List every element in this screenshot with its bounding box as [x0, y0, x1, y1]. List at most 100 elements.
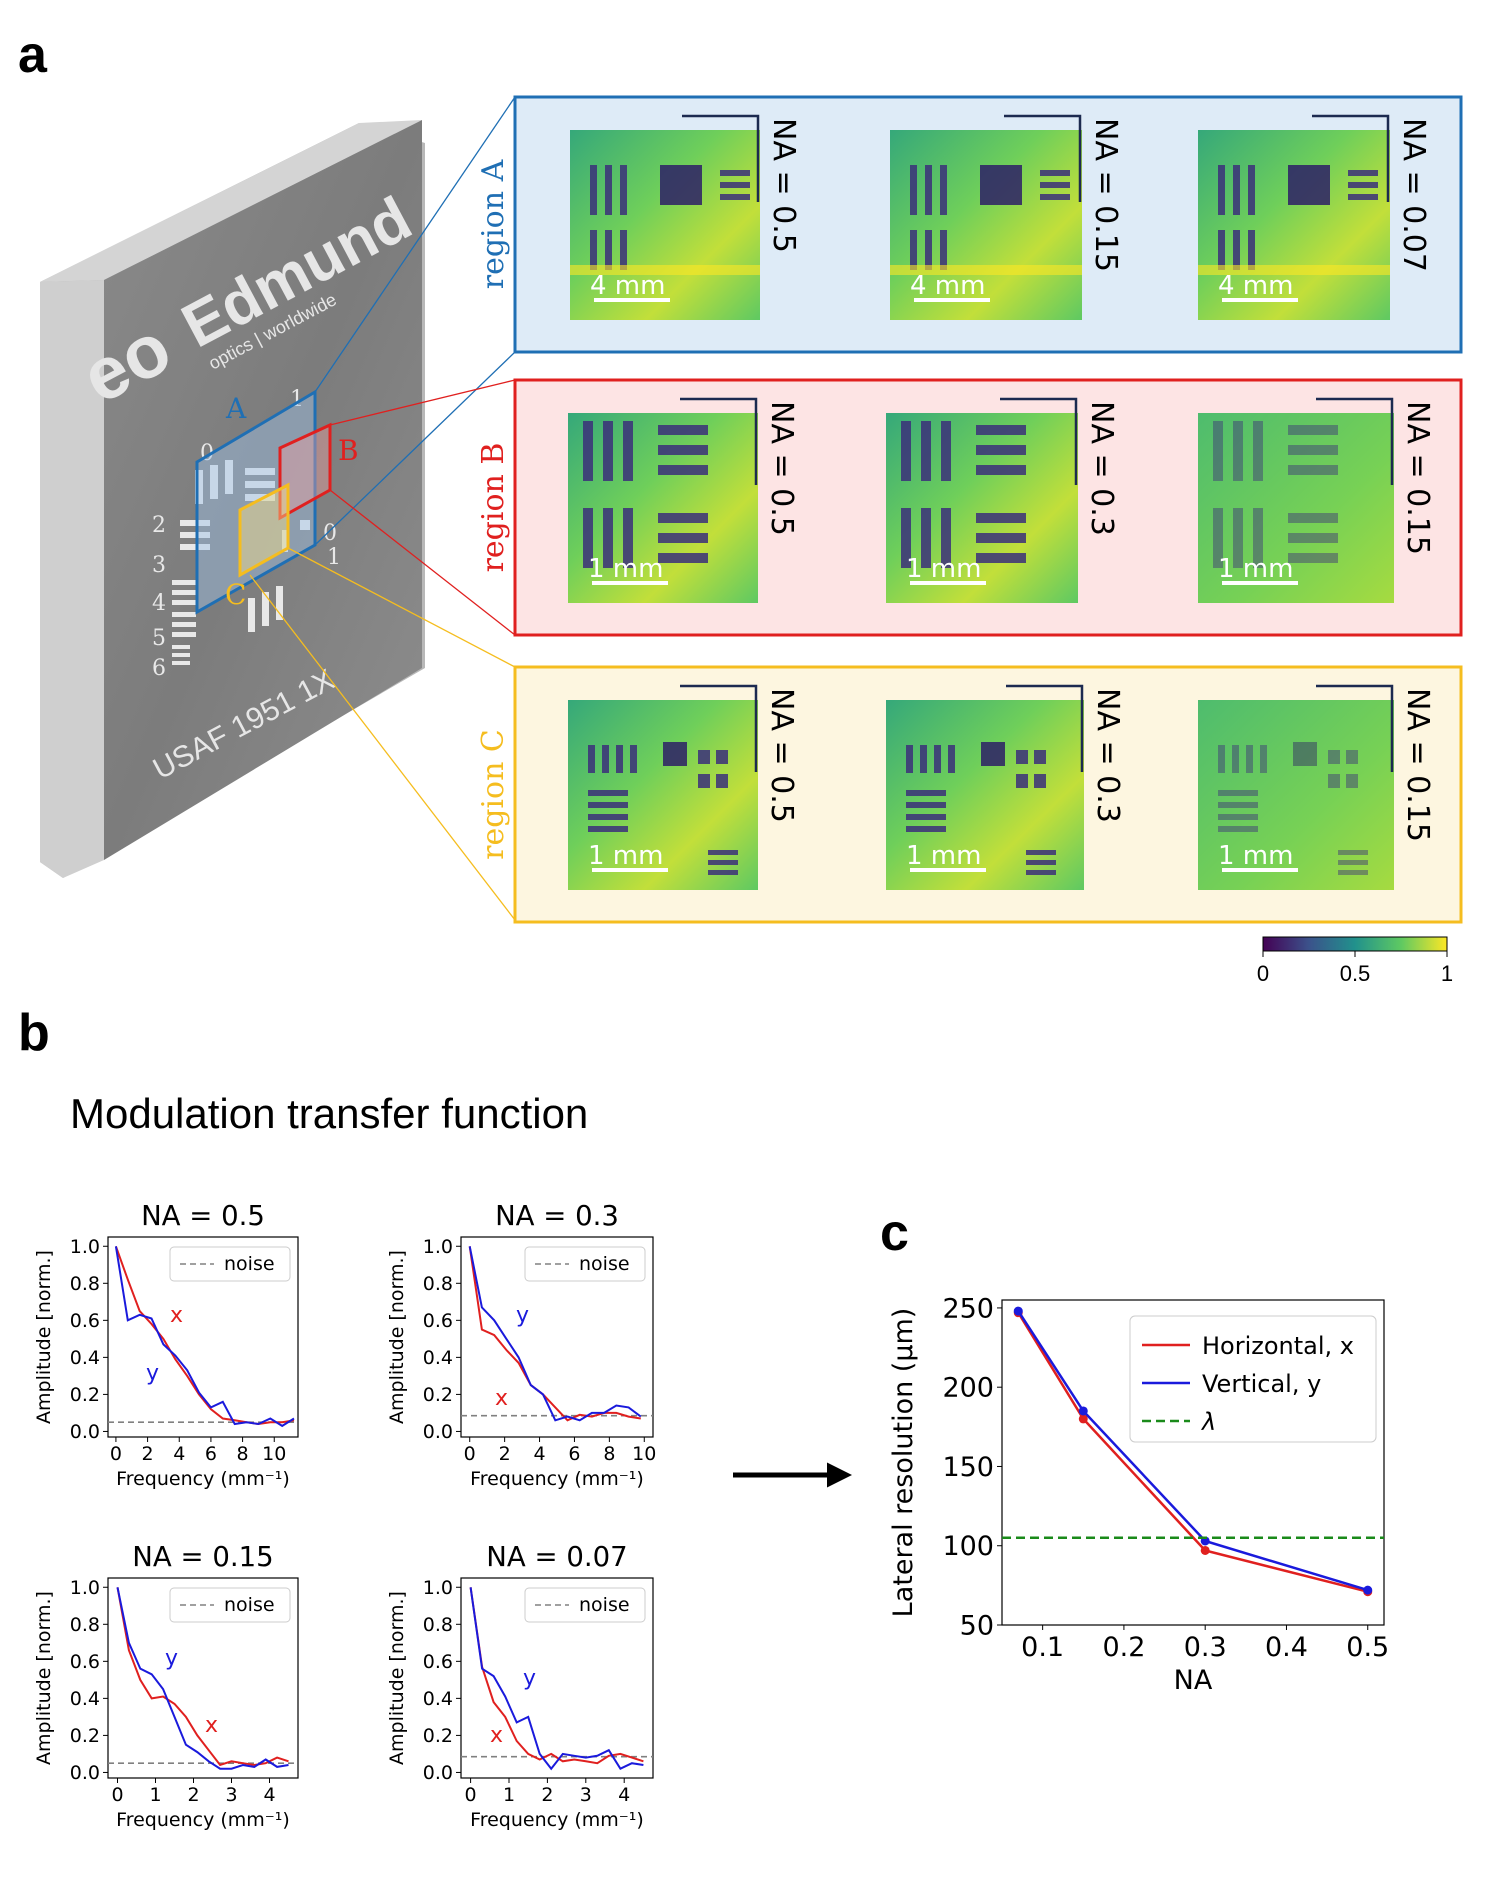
x-tick-label: 2 [541, 1784, 553, 1806]
series-line-x [469, 1587, 644, 1765]
target-group-numbers: 0 1 2 3 4 5 6 0 1 [152, 387, 341, 681]
x-tick-label: 4 [533, 1443, 545, 1465]
target-top-edge [40, 120, 422, 282]
tile-image [1198, 130, 1390, 320]
y-tick-label: 0.8 [423, 1614, 453, 1636]
tile-bars [890, 165, 1082, 275]
panel-label-c: c [880, 1204, 909, 1262]
series-annotation: y [146, 1361, 159, 1386]
na-label: NA = 0.5 [764, 401, 799, 536]
y-tick-label: 0.6 [423, 1651, 453, 1673]
y-tick-label: 0.2 [423, 1725, 453, 1747]
y-tick-label: 1.0 [423, 1577, 453, 1599]
data-point [1078, 1406, 1088, 1416]
image-tile: NA = 0.15 1 mm [1198, 684, 1435, 890]
svg-text:5: 5 [152, 626, 166, 651]
legend: noise [524, 1587, 646, 1623]
x-tick-label: 2 [142, 1443, 154, 1465]
image-tile: NA = 0.3 1 mm [886, 684, 1125, 890]
y-tick-label: 0.4 [423, 1688, 453, 1710]
tile-bars [1218, 742, 1368, 875]
series-annotation: x [490, 1723, 503, 1748]
image-tile: NA = 0.5 4 mm [570, 114, 801, 320]
x-tick-label: 0 [464, 1443, 476, 1465]
image-tile: NA = 0.5 1 mm [568, 397, 799, 603]
y-axis-label: Lateral resolution (μm) [888, 1308, 919, 1618]
legend-entry: λ [1200, 1408, 1216, 1436]
y-tick-label: 0.0 [70, 1762, 100, 1784]
na-label: NA = 0.5 [764, 688, 799, 823]
na-bracket [1316, 684, 1394, 772]
legend: noise [169, 1587, 291, 1623]
target-region-a-letter: A [225, 392, 247, 425]
legend: Horizontal, x Vertical, y λ [1129, 1315, 1377, 1443]
region-label: region C [476, 729, 511, 860]
target-region-c-letter: C [225, 578, 246, 611]
legend-entry: Horizontal, x [1202, 1332, 1354, 1360]
na-bracket [680, 684, 758, 772]
y-tick-label: 200 [942, 1373, 994, 1404]
target-bar-patterns [172, 460, 310, 665]
na-bracket [1006, 684, 1084, 772]
y-tick-label: 0.0 [423, 1421, 453, 1443]
scale-bar-label: 1 mm [906, 841, 981, 871]
scale-bar-label: 4 mm [910, 271, 985, 301]
x-axis-label: Frequency (mm⁻¹) [470, 1468, 644, 1490]
x-tick-label: 0.4 [1265, 1632, 1308, 1663]
na-bracket [1000, 397, 1078, 485]
y-axis-label: Amplitude [norm.] [33, 1250, 55, 1424]
y-tick-label: 0.8 [423, 1273, 453, 1295]
colorbar-gradient [1262, 936, 1448, 952]
scale-bar-label: 4 mm [590, 271, 665, 301]
na-label: NA = 0.3 [1090, 688, 1125, 823]
na-label: NA = 0.5 [766, 118, 801, 253]
y-tick-label: 100 [942, 1531, 994, 1562]
y-tick-label: 0.0 [70, 1421, 100, 1443]
tile-image [568, 413, 758, 603]
y-tick-label: 0.2 [423, 1384, 453, 1406]
x-tick-label: 4 [618, 1784, 630, 1806]
tile-bars [901, 421, 1026, 568]
legend-noise-label: noise [579, 1253, 630, 1275]
tile-image [1198, 413, 1394, 603]
y-tick-label: 1.0 [423, 1236, 453, 1258]
y-tick-label: 0.6 [423, 1310, 453, 1332]
image-tile: NA = 0.07 4 mm [1198, 114, 1431, 320]
svg-text:3: 3 [152, 553, 166, 578]
na-bracket [1316, 397, 1394, 485]
y-tick-label: 150 [942, 1452, 994, 1483]
na-bracket [1312, 114, 1390, 202]
mtf-chart-2: 0 2 4 6 8 10 0.0 0.2 0.4 0.6 0.8 1.0 Frequency (mm⁻¹… [386, 1200, 656, 1490]
scale-bar-label: 1 mm [1218, 554, 1293, 584]
mtf-title: Modulation transfer function [70, 1090, 588, 1137]
y-tick-label: 0.6 [70, 1651, 100, 1673]
data-point [1363, 1585, 1373, 1595]
x-tick-label: 0.5 [1346, 1632, 1389, 1663]
tile-image [1198, 700, 1394, 890]
x-tick-label: 0.2 [1102, 1632, 1145, 1663]
x-tick-label: 10 [632, 1443, 656, 1465]
image-tile: NA = 0.5 1 mm [568, 684, 799, 890]
tile-bars [1198, 165, 1390, 275]
y-tick-label: 0.4 [423, 1347, 453, 1369]
tile-bars [588, 742, 738, 875]
usaf-target: eo Edmund optics | worldwide 0 1 2 3 4 5… [40, 120, 425, 878]
data-point [1078, 1414, 1088, 1424]
y-tick-label: 0.2 [70, 1725, 100, 1747]
chart-title: NA = 0.3 [495, 1200, 619, 1232]
x-tick-label: 8 [603, 1443, 615, 1465]
svg-text:1: 1 [327, 545, 341, 570]
na-label: NA = 0.3 [1084, 401, 1119, 536]
na-bracket [680, 397, 758, 485]
resolution-chart: 0.1 0.2 0.3 0.4 0.5 50 100 150 200 250 NA Lateral r… [888, 1293, 1389, 1696]
series-line [1017, 1310, 1369, 1592]
region-label: region B [476, 443, 511, 573]
svg-text:4: 4 [152, 591, 166, 616]
panel-label-a: a [18, 26, 48, 84]
y-tick-label: 0.2 [70, 1384, 100, 1406]
scale-bar-label: 1 mm [1218, 841, 1293, 871]
x-axis-label: Frequency (mm⁻¹) [116, 1809, 290, 1831]
